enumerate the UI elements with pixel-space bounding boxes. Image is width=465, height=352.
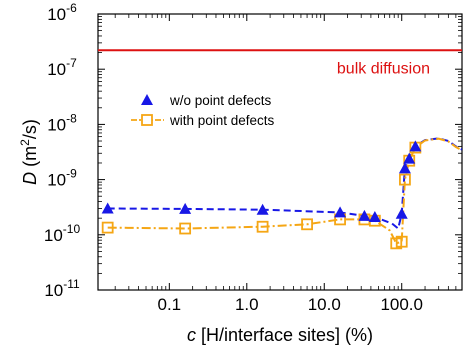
- y-tick-base: 10: [47, 5, 66, 24]
- y-tick-exp: -6: [66, 1, 77, 15]
- square-marker: [399, 173, 411, 186]
- plot-frame: [97, 13, 463, 291]
- y-tick-base: 10: [44, 281, 63, 300]
- x-tick-label: 10.0: [308, 295, 341, 314]
- legend-label-with-point-defects: with point defects: [169, 113, 275, 128]
- square-marker: [256, 220, 269, 233]
- y-label-var: D: [20, 172, 40, 185]
- legend-square-marker: [141, 114, 153, 126]
- y-axis-label: D (m2/s): [18, 119, 40, 185]
- triangle-marker: [256, 203, 269, 215]
- legend-label-w-o-point-defects: w/o point defects: [169, 93, 272, 108]
- y-tick-exp: -9: [66, 167, 77, 181]
- y-tick-label: 10-8: [47, 111, 77, 134]
- triangle-marker: [334, 206, 347, 218]
- bulk-diffusion-label: bulk diffusion: [337, 60, 430, 77]
- series-line-1: [107, 137, 462, 245]
- square-marker: [101, 221, 114, 234]
- y-tick-base: 10: [47, 60, 66, 79]
- triangle-marker: [358, 209, 371, 221]
- y-tick-label: 10-7: [47, 56, 77, 79]
- x-label-var: c: [187, 325, 196, 345]
- x-axis-label: c [H/interface sites] (%): [187, 325, 373, 345]
- y-label-sup: 2: [18, 139, 32, 146]
- triangle-marker: [409, 140, 422, 152]
- y-tick-base: 10: [47, 171, 66, 190]
- y-tick-base: 10: [47, 115, 66, 134]
- square-marker: [301, 218, 313, 231]
- triangle-marker: [368, 211, 381, 223]
- y-tick-exp: -11: [63, 277, 80, 291]
- square-marker: [395, 235, 408, 248]
- y-tick-label: 10-9: [47, 167, 77, 190]
- triangle-marker: [398, 162, 411, 174]
- y-label-end: /s): [20, 119, 40, 139]
- square-marker: [179, 222, 192, 235]
- y-label-unit: (m: [20, 146, 40, 172]
- legend: w/o point defects with point defects: [131, 93, 275, 128]
- x-tick-label: 1.0: [235, 295, 259, 314]
- triangle-marker: [395, 207, 408, 219]
- legend-triangle-marker: [141, 94, 153, 105]
- y-tick-exp: -10: [63, 222, 81, 236]
- y-tick-base: 10: [44, 226, 63, 245]
- y-tick-label: 10-10: [44, 222, 81, 245]
- x-tick-label: 100.0: [380, 295, 423, 314]
- triangle-marker: [179, 202, 192, 214]
- triangle-marker: [101, 202, 114, 214]
- y-tick-exp: -8: [66, 111, 77, 125]
- series-layer: [101, 137, 462, 250]
- y-tick-label: 10-11: [44, 277, 80, 300]
- y-tick-label: 10-6: [47, 1, 77, 24]
- triangle-marker: [403, 152, 416, 164]
- x-tick-label: 0.1: [158, 295, 182, 314]
- y-tick-exp: -7: [66, 56, 77, 70]
- x-label-unit: [H/interface sites] (%): [196, 325, 373, 345]
